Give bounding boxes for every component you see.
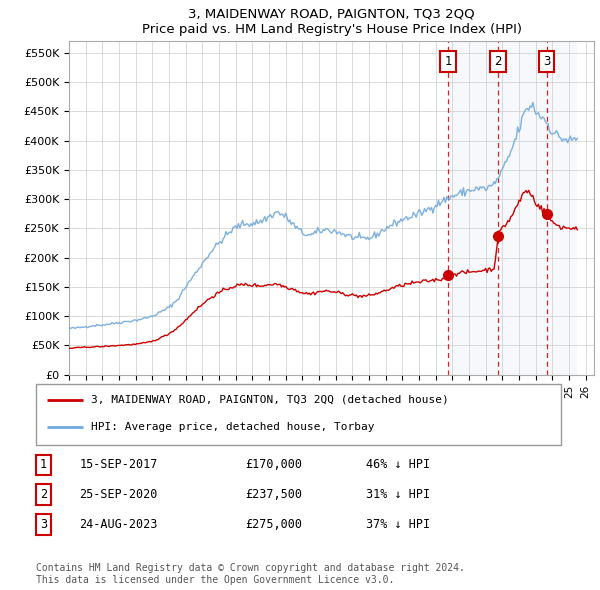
Text: 1: 1	[445, 55, 452, 68]
Title: 3, MAIDENWAY ROAD, PAIGNTON, TQ3 2QQ
Price paid vs. HM Land Registry's House Pri: 3, MAIDENWAY ROAD, PAIGNTON, TQ3 2QQ Pri…	[142, 8, 521, 36]
Text: 3, MAIDENWAY ROAD, PAIGNTON, TQ3 2QQ (detached house): 3, MAIDENWAY ROAD, PAIGNTON, TQ3 2QQ (de…	[91, 395, 449, 405]
Text: 37% ↓ HPI: 37% ↓ HPI	[366, 518, 430, 531]
Text: 31% ↓ HPI: 31% ↓ HPI	[366, 488, 430, 501]
Text: £170,000: £170,000	[245, 458, 302, 471]
Text: 15-SEP-2017: 15-SEP-2017	[79, 458, 158, 471]
Text: £275,000: £275,000	[245, 518, 302, 531]
Text: 1: 1	[40, 458, 47, 471]
Text: HPI: Average price, detached house, Torbay: HPI: Average price, detached house, Torb…	[91, 422, 374, 432]
Bar	[448, 41, 577, 375]
Text: 3: 3	[543, 55, 550, 68]
Text: 3: 3	[40, 518, 47, 531]
FancyBboxPatch shape	[36, 384, 561, 445]
Text: Contains HM Land Registry data © Crown copyright and database right 2024.
This d: Contains HM Land Registry data © Crown c…	[36, 563, 465, 585]
Text: 2: 2	[40, 488, 47, 501]
Text: 2: 2	[494, 55, 502, 68]
Text: £237,500: £237,500	[245, 488, 302, 501]
Text: 46% ↓ HPI: 46% ↓ HPI	[366, 458, 430, 471]
Text: 25-SEP-2020: 25-SEP-2020	[79, 488, 158, 501]
Text: 24-AUG-2023: 24-AUG-2023	[79, 518, 158, 531]
